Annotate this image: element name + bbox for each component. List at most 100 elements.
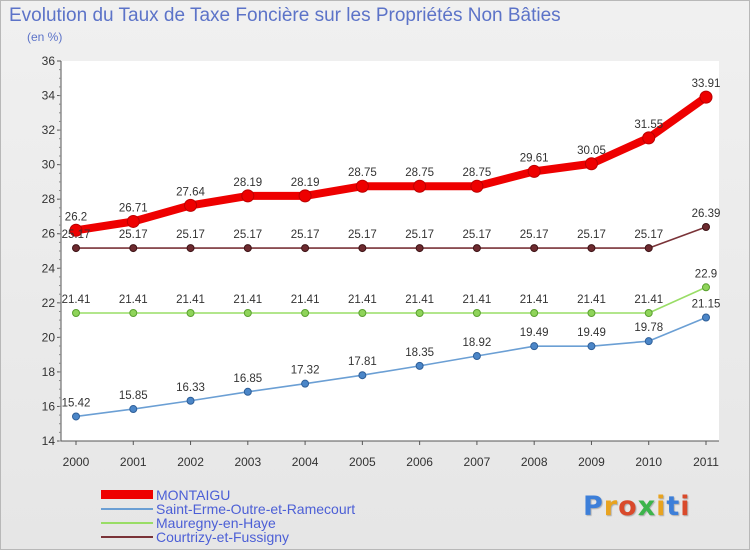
data-point — [587, 244, 596, 253]
legend-label-montaigu: MONTAIGU — [156, 486, 231, 503]
data-label: 27.64 — [176, 186, 205, 198]
x-tick-label: 2008 — [521, 455, 548, 469]
legend-label-mauregny: Mauregny-en-Haye — [156, 514, 276, 531]
legend-label-saint-erme: Saint-Erme-Outre-et-Ramecourt — [156, 500, 356, 517]
data-point — [186, 309, 195, 318]
data-point — [243, 244, 252, 253]
x-tick-label: 2002 — [177, 455, 204, 469]
data-label: 31.55 — [634, 119, 663, 131]
data-point — [129, 405, 138, 414]
y-tick-label: 14 — [42, 434, 56, 448]
data-label: 25.17 — [291, 229, 320, 241]
data-label: 30.05 — [577, 145, 606, 157]
data-point — [301, 379, 310, 388]
data-label: 21.41 — [463, 294, 492, 306]
legend-item-saint-erme: Saint-Erme-Outre-et-Ramecourt — [101, 500, 356, 517]
chart-title: Evolution du Taux de Taxe Foncière sur l… — [9, 5, 561, 26]
y-axis-unit-label: (en %) — [27, 30, 63, 44]
data-point — [530, 342, 539, 351]
data-point — [72, 412, 80, 421]
data-point — [184, 198, 198, 212]
data-label: 19.78 — [634, 322, 663, 334]
data-label: 21.15 — [692, 299, 721, 311]
data-point — [530, 244, 539, 253]
data-point — [243, 387, 252, 396]
data-label: 21.41 — [405, 294, 434, 306]
data-label: 21.41 — [348, 294, 377, 306]
data-label: 17.81 — [348, 356, 377, 368]
x-tick-label: 2009 — [578, 455, 605, 469]
data-point — [415, 244, 424, 253]
y-tick-label: 30 — [42, 158, 56, 172]
data-point — [470, 179, 484, 193]
y-tick-label: 28 — [42, 192, 56, 206]
series-line — [75, 226, 707, 249]
data-point — [472, 309, 481, 318]
logo-letter: i — [680, 491, 691, 522]
y-tick-label: 34 — [42, 89, 56, 103]
data-label: 25.17 — [348, 229, 377, 241]
data-point — [298, 189, 312, 203]
data-label: 28.75 — [463, 167, 492, 179]
data-point — [584, 157, 598, 171]
legend-item-mauregny: Mauregny-en-Haye — [101, 514, 276, 531]
data-point — [699, 90, 713, 104]
data-label: 25.17 — [119, 229, 148, 241]
data-label: 28.19 — [291, 177, 320, 189]
data-point — [358, 371, 367, 380]
x-tick-label: 2003 — [234, 455, 261, 469]
data-label: 25.17 — [634, 229, 663, 241]
x-tick-label: 2010 — [635, 455, 662, 469]
data-label: 21.41 — [291, 294, 320, 306]
data-point — [472, 244, 481, 253]
logo-letter: o — [618, 491, 638, 522]
x-tick-label: 2005 — [349, 455, 376, 469]
data-label: 17.32 — [291, 365, 320, 377]
data-label: 21.41 — [520, 294, 549, 306]
legend-item-montaigu: MONTAIGU — [101, 486, 231, 503]
data-point — [702, 313, 710, 322]
data-point — [644, 337, 653, 346]
logo-letter: x — [637, 491, 657, 522]
data-point — [702, 283, 710, 292]
data-label: 18.92 — [463, 337, 492, 349]
data-point — [644, 244, 653, 253]
data-label: 21.41 — [62, 294, 91, 306]
data-label: 21.41 — [176, 294, 205, 306]
legend-item-courtrizy: Courtrizy-et-Fussigny — [101, 528, 290, 545]
series-layer — [69, 90, 713, 421]
legend-swatch-courtrizy — [101, 535, 153, 538]
proxiti-logo: Proxiti — [583, 491, 691, 522]
data-label: 26.71 — [119, 202, 148, 214]
legend-label-courtrizy: Courtrizy-et-Fussigny — [156, 528, 290, 545]
data-label: 21.41 — [634, 294, 663, 306]
data-label: 28.19 — [233, 177, 262, 189]
data-label: 25.17 — [62, 229, 91, 241]
data-label: 18.35 — [405, 347, 434, 359]
data-point — [413, 179, 427, 193]
data-point — [587, 309, 596, 318]
data-label: 19.49 — [520, 327, 549, 339]
data-point — [129, 309, 138, 318]
y-tick-label: 32 — [42, 123, 56, 137]
legend-swatch-saint-erme — [101, 507, 153, 510]
data-label: 25.17 — [405, 229, 434, 241]
y-tick-label: 20 — [42, 330, 56, 344]
data-label: 16.33 — [176, 382, 205, 394]
x-tick-label: 2006 — [406, 455, 433, 469]
data-point — [301, 244, 310, 253]
data-point — [301, 309, 310, 318]
data-point — [72, 309, 80, 318]
data-point — [358, 244, 367, 253]
y-tick-label: 36 — [42, 54, 56, 68]
data-point — [472, 352, 481, 361]
y-tick-label: 22 — [42, 296, 56, 310]
data-point — [186, 396, 195, 405]
data-point — [355, 179, 369, 193]
data-point — [415, 361, 424, 370]
logo-letter: i — [656, 491, 667, 522]
series-line — [75, 286, 707, 314]
data-point — [358, 309, 367, 318]
